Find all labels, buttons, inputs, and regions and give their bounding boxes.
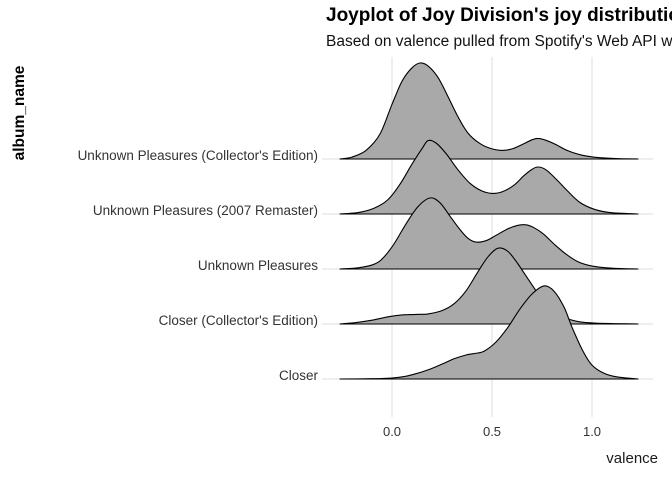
x-tick-0.5: 0.5 xyxy=(482,424,502,439)
y-label-closer: Closer xyxy=(278,368,318,383)
ridge-unknown-pleasures-2007-remaster xyxy=(339,139,639,215)
y-label-unknown-pleasures-2007-remaster: Unknown Pleasures (2007 Remaster) xyxy=(92,203,318,218)
plot-title: Joyplot of Joy Division's joy distributi… xyxy=(326,5,672,26)
y-label-unknown-pleasures-collectors-edition: Unknown Pleasures (Collector's Edition) xyxy=(77,148,318,163)
x-tick-0.0: 0.0 xyxy=(382,424,402,439)
ridge-unknown-pleasures-collector-s-edition xyxy=(339,62,639,160)
plot-subtitle: Based on valence pulled from Spotify's W… xyxy=(326,33,672,50)
x-axis-title: valence xyxy=(606,450,658,467)
ridge-closer xyxy=(339,285,639,380)
y-axis-title: album_name xyxy=(11,65,28,161)
x-tick-1.0: 1.0 xyxy=(582,424,602,439)
y-label-unknown-pleasures: Unknown Pleasures xyxy=(197,258,318,273)
y-label-closer-collectors-edition: Closer (Collector's Edition) xyxy=(158,313,318,328)
ridge-unknown-pleasures xyxy=(339,197,639,270)
